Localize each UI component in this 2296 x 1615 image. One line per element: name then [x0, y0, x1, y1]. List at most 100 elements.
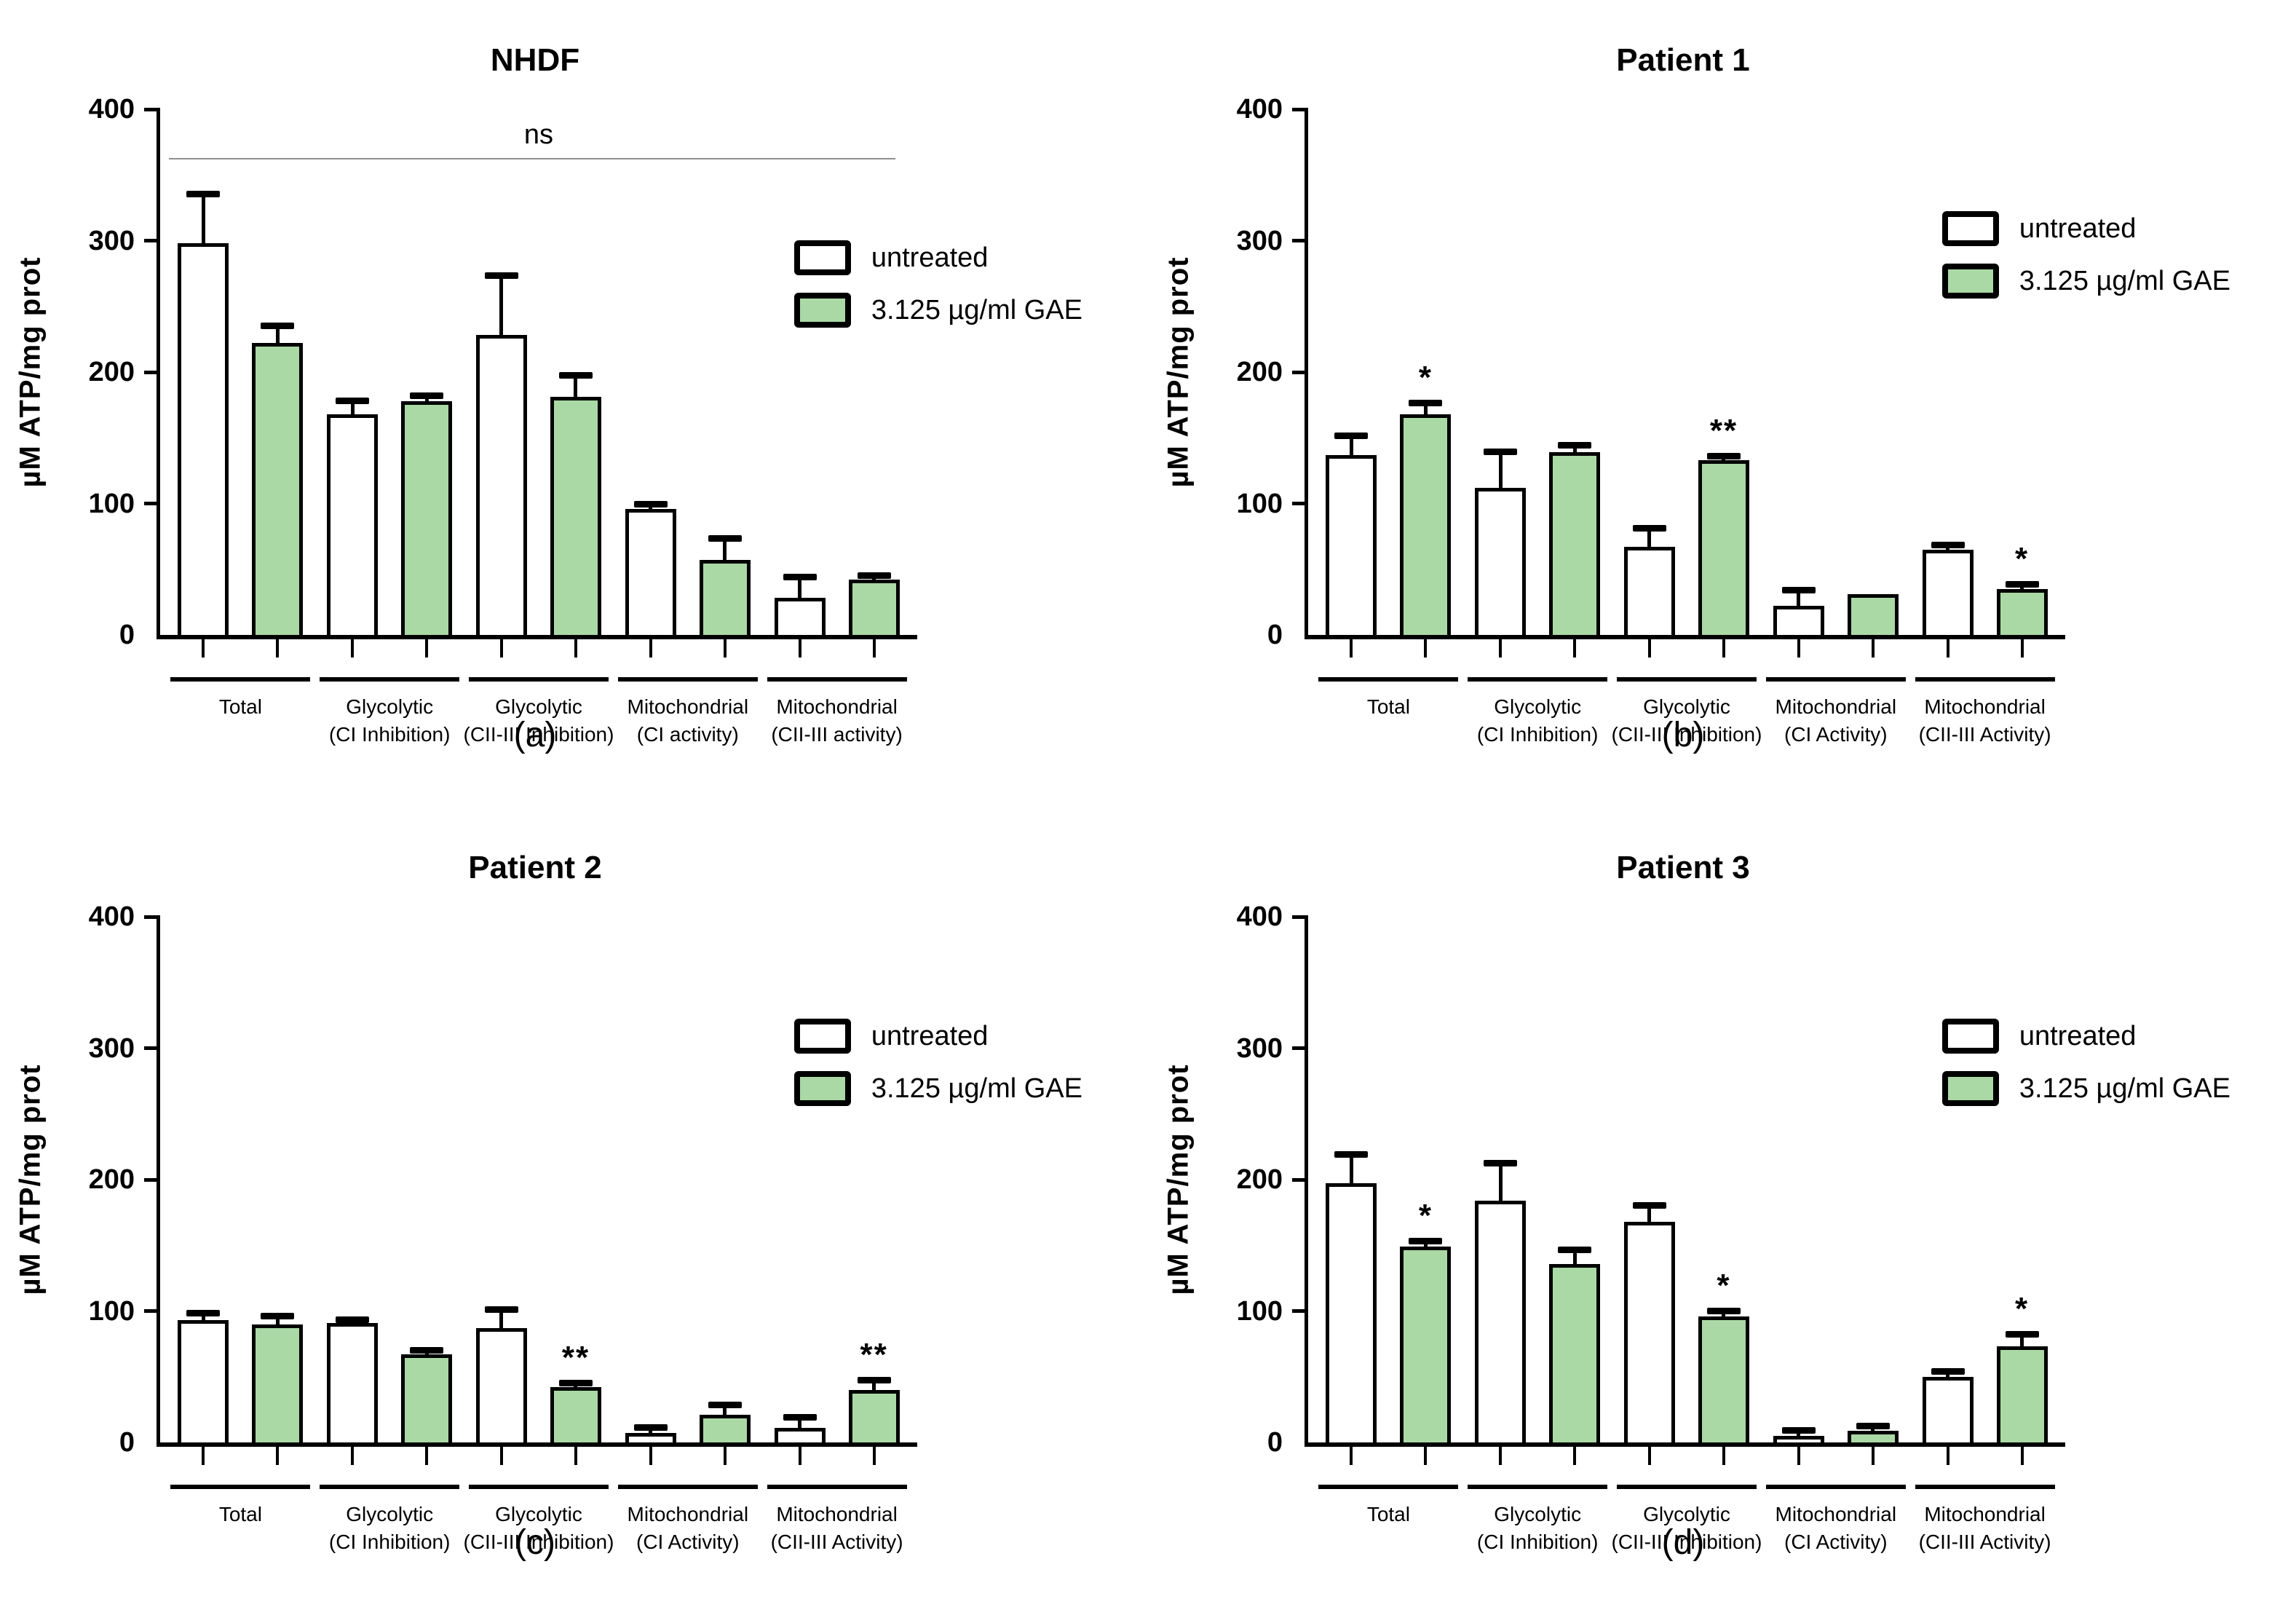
error-bar-cap — [1931, 542, 1965, 549]
category-underline — [1318, 1485, 1459, 1489]
panel-title: Patient 3 — [1616, 850, 1750, 885]
legend-swatch-treated — [793, 1071, 851, 1106]
category-label-line1: Glycolytic — [495, 1503, 582, 1525]
category-label: Mitochondrial (CI Activity) — [1727, 693, 1945, 749]
category-underline — [1468, 1485, 1608, 1489]
bar-slot — [475, 917, 527, 1465]
bar-slot — [1475, 109, 1527, 658]
category-label-line2: (CII-III Inhibition) — [463, 1531, 614, 1553]
category-label: Mitochondrial (CII-III Activity) — [728, 1501, 946, 1556]
y-axis-label: µM ATP/mg prot — [14, 1064, 47, 1295]
panel-patient-3: Patient 3 µM ATP/mg prot 0 100 200 300 400 * T… — [1148, 808, 2296, 1615]
y-axis-tick-label: 200 — [1236, 357, 1283, 387]
y-axis-tick-label: 300 — [88, 1032, 135, 1064]
panel-patient-2: Patient 2 µM ATP/mg prot 0 100 200 300 400 To… — [0, 808, 1148, 1615]
legend-item-untreated: untreated — [1941, 211, 2230, 246]
error-bar-cap — [484, 272, 518, 280]
bar-slot — [178, 109, 229, 658]
panel-caption: (c) — [515, 1523, 555, 1562]
x-axis-tick — [1573, 1447, 1577, 1465]
bar-treated — [401, 1354, 453, 1442]
error-bar-cap — [1558, 442, 1592, 449]
bar-treated — [252, 1324, 304, 1442]
bar-treated — [1698, 1316, 1749, 1442]
category-label-line1: Glycolytic — [346, 695, 434, 718]
error-bar-cap — [783, 573, 817, 580]
x-axis-tick — [1871, 1447, 1875, 1465]
bar-treated — [550, 1387, 601, 1442]
bar-slot: ** — [1698, 109, 1749, 658]
category-label-line1: Glycolytic — [346, 1503, 434, 1525]
category-label-line1: Mitochondrial — [627, 695, 749, 718]
y-axis-tick-label: 0 — [1267, 1427, 1283, 1458]
y-axis-tick — [144, 915, 160, 919]
y-axis-tick-label: 300 — [1236, 225, 1283, 256]
y-axis-tick-label: 0 — [1267, 620, 1283, 650]
category-label-line1: Glycolytic — [1494, 1503, 1582, 1525]
legend-label: 3.125 µg/ml GAE — [871, 1073, 1082, 1104]
error-bar-cap — [708, 535, 742, 542]
bar-treated — [1400, 1247, 1452, 1442]
legend: untreated 3.125 µg/ml GAE — [793, 1019, 1082, 1106]
category-underline — [1915, 677, 2055, 682]
ns-significance-label: ns — [523, 119, 554, 150]
y-axis-tick-label: 200 — [1236, 1164, 1283, 1195]
x-axis-tick — [1647, 1447, 1651, 1465]
category-underline — [617, 1485, 758, 1489]
legend-swatch-untreated — [1941, 211, 1999, 246]
bar-slot: ** — [848, 917, 900, 1465]
bar-slot — [401, 917, 453, 1465]
y-axis-tick — [144, 502, 160, 505]
bar-slot — [475, 109, 527, 658]
error-bar-stem — [1423, 403, 1428, 414]
category-underline — [1915, 1485, 2055, 1489]
y-axis-tick — [144, 370, 160, 374]
bar-groups: * Total Glycolytic (CI Inhibition) ** Glycoly… — [1314, 109, 2059, 746]
error-bar-stem — [201, 1314, 205, 1321]
category-underline — [1765, 677, 1906, 682]
error-bar-cap — [186, 191, 221, 198]
bar-treated — [550, 397, 601, 635]
bar-untreated — [1326, 1183, 1377, 1442]
x-axis-tick — [574, 1447, 577, 1465]
y-axis-tick-label: 0 — [119, 620, 135, 650]
x-axis-tick — [351, 639, 355, 658]
x-axis-tick — [1946, 639, 1949, 658]
error-bar-cap — [410, 392, 444, 399]
panel-caption: (b) — [1661, 716, 1705, 754]
error-bar-cap — [633, 1424, 668, 1432]
bar-groups: * Total Glycolytic (CI Inhibition) * Glycolyt… — [1314, 917, 2059, 1553]
category-group: * Total — [1314, 917, 1463, 1525]
error-bar-stem — [723, 539, 727, 561]
category-label: Glycolytic (CI Inhibition) — [1428, 693, 1647, 749]
error-bar-cap — [857, 572, 891, 579]
y-axis-tick-label: 100 — [88, 488, 135, 519]
category-label-line2: (CI Inhibition) — [328, 1531, 451, 1553]
panel-caption: (d) — [1661, 1523, 1705, 1562]
significance-star: ** — [561, 1339, 590, 1375]
bar-slot — [625, 109, 676, 658]
category-label-line2: (CII-III Activity) — [770, 1531, 903, 1553]
y-axis-tick — [1292, 915, 1308, 919]
bar-untreated — [625, 508, 676, 635]
error-bar-cap — [783, 1413, 817, 1421]
category-group: * Mitochondrial (CII-III Activity) — [1910, 109, 2059, 746]
error-bar-stem — [574, 376, 578, 398]
y-axis-tick — [144, 239, 160, 242]
y-axis-tick-label: 200 — [88, 1164, 135, 1195]
category-label-line2: (CI Activity) — [636, 1531, 740, 1553]
error-bar-stem — [798, 1417, 802, 1429]
bar-slot — [1922, 109, 1974, 658]
error-bar-cap — [1931, 1367, 1965, 1375]
error-bar-cap — [633, 501, 668, 508]
error-bar-stem — [1572, 1250, 1577, 1264]
error-bar-cap — [336, 1316, 370, 1324]
category-label-line1: Total — [1366, 1503, 1410, 1525]
error-bar-stem — [1572, 446, 1577, 453]
x-axis-tick — [798, 1447, 801, 1465]
legend: untreated 3.125 µg/ml GAE — [1941, 211, 2230, 299]
bar-untreated — [1326, 454, 1377, 635]
error-bar-cap — [186, 1310, 221, 1317]
x-axis-tick — [425, 639, 429, 658]
category-label: Glycolytic (CI Inhibition) — [280, 693, 499, 749]
